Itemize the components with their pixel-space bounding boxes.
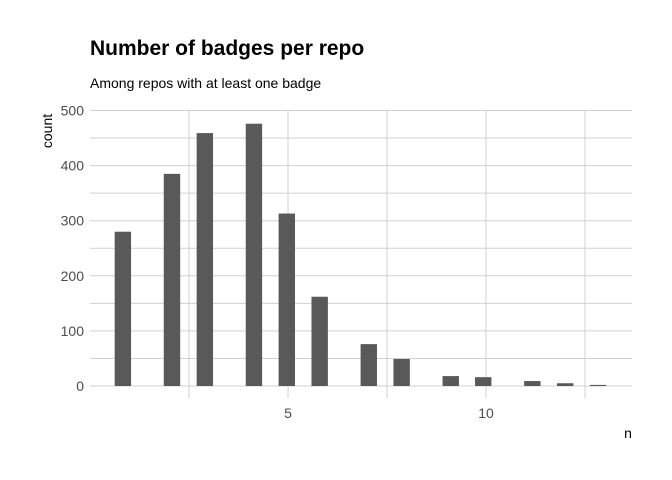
histogram-bar xyxy=(442,376,459,386)
y-tick-label: 0 xyxy=(76,378,84,394)
histogram-bar xyxy=(163,173,181,386)
bars xyxy=(114,123,607,386)
y-tick-label: 400 xyxy=(61,158,85,174)
x-tick-label: 10 xyxy=(478,405,494,421)
histogram-bar xyxy=(196,133,214,386)
x-tick-label: 5 xyxy=(284,405,292,421)
histogram-bar xyxy=(311,296,328,386)
chart-subtitle: Among repos with at least one badge xyxy=(90,75,322,91)
histogram-bar xyxy=(557,383,574,386)
y-tick-label: 300 xyxy=(61,213,85,229)
y-tick-label: 100 xyxy=(61,323,85,339)
chart-title: Number of badges per repo xyxy=(90,37,365,60)
x-axis-label: n xyxy=(624,425,632,441)
histogram-bar xyxy=(245,123,263,386)
histogram-bar xyxy=(360,344,377,386)
histogram-bar xyxy=(589,384,607,386)
histogram-bar xyxy=(475,377,492,386)
y-tick-label: 200 xyxy=(61,268,85,284)
histogram-bar xyxy=(278,213,296,386)
histogram-bar xyxy=(114,231,132,386)
grid xyxy=(90,110,632,398)
y-tick-label: 500 xyxy=(61,103,85,119)
y-axis-label: count xyxy=(39,114,55,148)
tick-labels: 0 100 200 300 400 500 5 10 xyxy=(61,103,494,422)
histogram-bar xyxy=(393,359,410,386)
histogram-bar xyxy=(524,381,541,386)
